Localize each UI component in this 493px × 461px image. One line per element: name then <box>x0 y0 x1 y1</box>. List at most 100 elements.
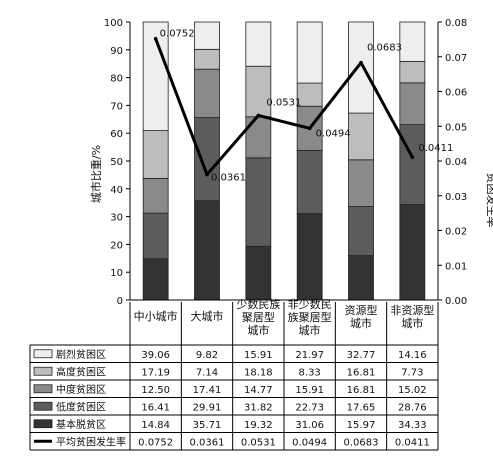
bar-segment-2-3 <box>245 157 272 247</box>
table-cell-2-4: 8.33 <box>299 367 321 378</box>
table-cell-3-5: 16.81 <box>347 385 376 396</box>
table-cell-2-1: 17.19 <box>141 367 170 378</box>
table-cell-5-1: 14.84 <box>141 420 170 431</box>
table-cell-4-3: 31.82 <box>244 402 273 413</box>
poverty-rate-line <box>154 38 414 177</box>
y-tick-label-8: 70 <box>110 101 123 112</box>
table-row-label-3: 中度贫困区 <box>56 383 106 396</box>
category-label-1-line-1: 中小城市 <box>134 309 178 323</box>
bar-segment-5-3 <box>245 21 272 67</box>
poverty-rate-label-1: 0.0752 <box>160 29 195 40</box>
y2-tick-label-9: 0.08 <box>445 18 467 29</box>
table-cell-5-3: 19.32 <box>244 420 273 431</box>
table-cell-6-4: 0.0494 <box>292 437 327 448</box>
poverty-rate-point-6 <box>410 155 415 159</box>
bar-segment-4-5 <box>348 112 374 161</box>
bar-segment-4-3 <box>245 65 272 118</box>
table-cell-4-6: 28.76 <box>398 402 427 413</box>
poverty-rate-label-4: 0.0494 <box>316 128 351 139</box>
table-cell-4-5: 17.65 <box>347 402 376 413</box>
y-tick-label-3: 20 <box>110 240 123 251</box>
category-label-4-line-1: 非少数民 <box>288 298 332 311</box>
table-cell-2-6: 7.73 <box>401 367 423 378</box>
bar-segment-2-4 <box>296 150 323 215</box>
bar-segment-1-6 <box>399 204 426 301</box>
axes-layer: 0 10 20 30 40 50 60 70 80 90 100 0.00 0.01 0.02 0.03 0.… <box>104 18 467 307</box>
y-tick-label-11: 100 <box>104 18 123 29</box>
table-cell-4-4: 22.73 <box>295 402 324 413</box>
bar-segment-1-5 <box>348 255 374 301</box>
bar-segment-5-5 <box>348 21 374 114</box>
category-label-3-line-3: 城市 <box>247 323 269 337</box>
y2-tick-label-4: 0.03 <box>445 192 467 203</box>
bar-segment-1-3 <box>245 245 272 301</box>
category-label-6-line-2: 城市 <box>401 316 423 330</box>
table-cell-1-3: 15.91 <box>244 350 273 361</box>
poverty-rate-point-4 <box>307 126 312 131</box>
category-label-2-line-1: 大城市 <box>191 309 224 323</box>
table-cell-6-2: 0.0361 <box>190 437 225 448</box>
line-series-layer: 0.0752 0.0361 0.0531 0.0494 0.0683 0.0411 <box>153 29 453 184</box>
table-row-label-6: 平均贫困发生率 <box>56 435 126 448</box>
table-cell-6-5: 0.0683 <box>344 437 379 448</box>
y-tick-label-2: 10 <box>110 268 123 279</box>
bar-segment-5-2 <box>194 21 220 50</box>
poverty-rate-label-2: 0.0361 <box>211 173 246 184</box>
table-cell-5-4: 31.06 <box>295 420 324 431</box>
category-label-3-line-2: 聚居型 <box>242 310 275 324</box>
legend-swatch-2 <box>33 366 53 376</box>
table-cell-1-1: 39.06 <box>141 350 170 361</box>
table-cell-2-5: 16.81 <box>347 367 376 378</box>
bar-segment-3-1 <box>142 177 169 214</box>
y-tick-label-4: 30 <box>110 213 123 224</box>
table-cell-5-5: 15.97 <box>347 420 376 431</box>
y-tick-label-10: 90 <box>110 46 123 57</box>
bar-segment-3-6 <box>399 82 426 126</box>
table-row-label-2: 高度贫困区 <box>56 365 106 378</box>
bar-segment-4-2 <box>194 48 220 70</box>
y2-tick-label-7: 0.06 <box>445 88 467 99</box>
table-cell-3-4: 15.91 <box>295 385 324 396</box>
table-row-label-1: 剧烈贫困区 <box>56 348 106 361</box>
table-cell-2-3: 18.18 <box>244 367 273 378</box>
poverty-rate-point-1 <box>153 36 158 41</box>
bar-segment-1-2 <box>194 200 220 301</box>
category-label-4-line-2: 族聚居型 <box>288 310 332 324</box>
table-cell-5-6: 34.33 <box>398 420 427 431</box>
poverty-rate-label-3: 0.0531 <box>266 97 301 108</box>
y-tick-label-1: 0 <box>117 296 123 307</box>
table-cell-3-2: 17.41 <box>193 385 222 396</box>
bar-segment-4-6 <box>399 60 426 84</box>
bar-segment-1-1 <box>142 258 169 301</box>
y2-tick-label-6: 0.05 <box>445 122 467 133</box>
y-tick-label-7: 60 <box>110 129 123 140</box>
y2-tick-label-3: 0.02 <box>445 227 467 238</box>
category-label-4-line-3: 城市 <box>299 323 321 337</box>
bar-segment-5-6 <box>399 21 426 62</box>
data-table: 中小城市 大城市少数民族聚居型城市非少数民族聚居型城市资源型城市非资源型城市剧烈贫… <box>29 297 439 451</box>
bar-segment-3-5 <box>348 159 374 207</box>
category-label-5-line-2: 城市 <box>350 316 372 330</box>
bar-segment-2-1 <box>142 212 169 260</box>
table-cell-1-5: 32.77 <box>347 350 376 361</box>
y-tick-label-5: 40 <box>110 185 123 196</box>
legend-swatch-1 <box>33 349 53 359</box>
table-cell-3-6: 15.02 <box>398 385 427 396</box>
bar-segment-2-2 <box>194 117 220 202</box>
bar-segment-3-3 <box>245 116 272 159</box>
y-axis-label: 城市比重/% <box>89 145 103 203</box>
category-label-3-line-1: 少数民族 <box>236 297 280 311</box>
y2-tick-label-5: 0.04 <box>445 157 467 168</box>
table-row-label-4: 低度贫困区 <box>56 400 106 413</box>
bar-segment-5-4 <box>296 21 323 84</box>
y-tick-label-9: 80 <box>110 74 123 85</box>
bar-segment-2-6 <box>399 124 426 205</box>
table-cell-1-4: 21.97 <box>295 350 324 361</box>
bar-segment-2-5 <box>348 206 374 257</box>
table-cell-4-2: 29.91 <box>193 402 222 413</box>
y2-tick-label-8: 0.07 <box>445 53 467 64</box>
table-cell-6-6: 0.0411 <box>395 437 430 448</box>
y-tick-label-6: 50 <box>110 157 123 168</box>
